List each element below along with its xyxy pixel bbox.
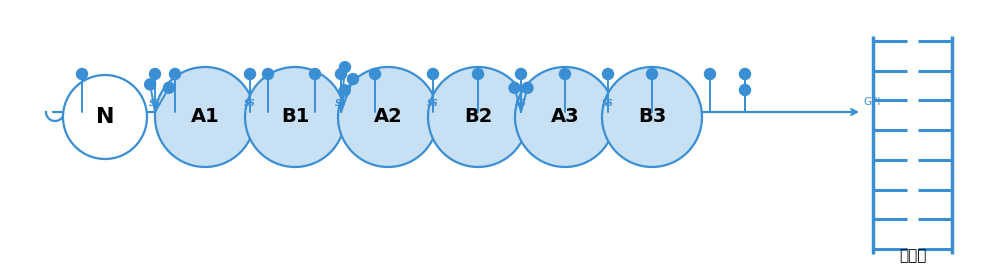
Circle shape xyxy=(348,74,359,84)
Circle shape xyxy=(704,68,715,79)
Circle shape xyxy=(603,68,614,79)
Text: SS: SS xyxy=(149,99,161,108)
Circle shape xyxy=(428,67,528,167)
Circle shape xyxy=(602,67,702,167)
Circle shape xyxy=(340,62,351,73)
Circle shape xyxy=(427,68,438,79)
Text: SS: SS xyxy=(603,99,614,108)
Text: B2: B2 xyxy=(464,107,492,126)
Circle shape xyxy=(144,79,155,90)
Text: SS: SS xyxy=(244,99,256,108)
Text: A3: A3 xyxy=(551,107,580,126)
Text: A1: A1 xyxy=(190,107,219,126)
Text: GPI: GPI xyxy=(863,97,880,107)
Text: SS: SS xyxy=(427,99,439,108)
Circle shape xyxy=(509,82,520,93)
Circle shape xyxy=(338,67,438,167)
Circle shape xyxy=(472,68,483,79)
Circle shape xyxy=(522,82,533,93)
Circle shape xyxy=(310,68,321,79)
Circle shape xyxy=(77,68,88,79)
Text: SS: SS xyxy=(515,99,527,108)
Circle shape xyxy=(263,68,274,79)
Text: 细胞膜: 细胞膜 xyxy=(898,248,926,263)
Circle shape xyxy=(155,67,255,167)
Text: N: N xyxy=(96,107,115,127)
Circle shape xyxy=(646,68,657,79)
Circle shape xyxy=(340,85,351,96)
Circle shape xyxy=(560,68,571,79)
Circle shape xyxy=(370,68,380,79)
Circle shape xyxy=(245,67,345,167)
Circle shape xyxy=(163,82,174,93)
Circle shape xyxy=(739,68,751,79)
Circle shape xyxy=(516,68,527,79)
Circle shape xyxy=(336,68,347,79)
Text: A2: A2 xyxy=(374,107,402,126)
Circle shape xyxy=(63,75,147,159)
Circle shape xyxy=(149,68,160,79)
Circle shape xyxy=(169,68,180,79)
Circle shape xyxy=(739,84,751,96)
Circle shape xyxy=(515,67,615,167)
Circle shape xyxy=(244,68,256,79)
Text: SS: SS xyxy=(335,99,347,108)
Text: B3: B3 xyxy=(637,107,666,126)
Text: B1: B1 xyxy=(281,107,309,126)
